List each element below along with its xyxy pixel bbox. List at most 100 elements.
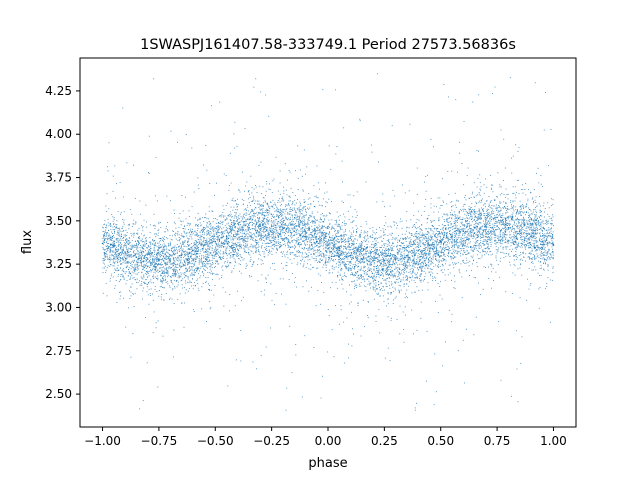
data-point — [275, 210, 277, 212]
data-point — [432, 220, 434, 222]
data-point — [365, 272, 367, 274]
data-point — [443, 269, 445, 271]
data-point — [302, 235, 304, 237]
data-point — [358, 249, 360, 251]
data-point — [423, 237, 425, 238]
data-point — [192, 246, 194, 248]
data-point — [266, 219, 268, 220]
data-point — [303, 240, 305, 242]
data-point — [255, 230, 256, 232]
data-point — [175, 252, 177, 254]
data-point — [280, 216, 282, 217]
data-point — [401, 255, 403, 257]
data-point — [179, 259, 181, 261]
data-point — [517, 210, 519, 212]
data-point — [504, 242, 506, 243]
data-point — [251, 237, 253, 239]
data-point — [450, 258, 452, 260]
data-point — [462, 242, 464, 244]
data-point — [193, 271, 195, 273]
data-point — [345, 243, 347, 245]
data-point — [384, 357, 386, 359]
data-point — [459, 226, 461, 228]
data-point — [231, 244, 232, 246]
data-point — [495, 206, 497, 208]
data-point — [490, 174, 492, 176]
data-point — [162, 248, 164, 250]
data-point — [300, 220, 301, 222]
data-point — [225, 175, 227, 176]
data-point — [331, 201, 333, 202]
data-point — [360, 258, 362, 259]
data-point — [140, 252, 142, 254]
data-point — [513, 244, 515, 245]
data-point — [506, 210, 507, 212]
data-point — [285, 230, 287, 232]
data-point — [175, 273, 177, 274]
data-point — [387, 259, 388, 261]
data-point — [232, 199, 233, 201]
data-point — [473, 260, 475, 262]
data-point — [166, 251, 168, 253]
data-point — [292, 227, 294, 229]
data-point — [449, 231, 450, 233]
data-point — [138, 268, 140, 270]
data-point — [149, 263, 151, 265]
data-point — [406, 265, 408, 267]
data-point — [266, 219, 268, 221]
data-point — [413, 254, 415, 256]
data-point — [505, 291, 507, 293]
data-point — [268, 246, 270, 247]
data-point — [193, 263, 195, 265]
data-point — [152, 252, 154, 254]
data-point — [410, 251, 412, 253]
data-point — [207, 271, 209, 273]
data-point — [463, 204, 465, 205]
data-point — [322, 245, 324, 247]
data-point — [459, 234, 461, 236]
data-point — [261, 274, 263, 276]
data-point — [548, 241, 550, 243]
data-point — [469, 246, 471, 248]
data-point — [350, 232, 352, 234]
data-point — [104, 253, 106, 254]
data-point — [262, 218, 264, 220]
data-point — [257, 234, 259, 236]
data-point — [383, 243, 385, 245]
data-point — [298, 222, 300, 224]
data-point — [268, 214, 269, 216]
data-point — [418, 252, 420, 254]
data-point — [214, 285, 216, 286]
data-point — [220, 246, 222, 248]
data-point — [229, 230, 231, 232]
data-point — [303, 246, 305, 248]
data-point — [216, 231, 218, 233]
data-point — [163, 243, 165, 245]
data-point — [114, 165, 116, 167]
data-point — [264, 201, 266, 203]
data-point — [337, 255, 339, 257]
data-point — [329, 213, 331, 214]
data-point — [108, 234, 110, 236]
data-point — [412, 251, 413, 253]
data-point — [300, 229, 302, 231]
data-point — [195, 284, 197, 286]
data-point — [318, 204, 320, 206]
data-point — [415, 277, 417, 279]
data-point — [539, 212, 541, 213]
data-point — [103, 259, 105, 261]
data-point — [520, 214, 522, 216]
data-point — [284, 213, 286, 215]
data-point — [455, 232, 457, 234]
data-point — [467, 239, 469, 241]
data-point — [462, 233, 464, 235]
data-point — [534, 246, 535, 248]
data-point — [158, 263, 159, 264]
data-point — [524, 239, 526, 241]
data-point — [326, 251, 328, 253]
data-point — [287, 241, 289, 243]
data-point — [489, 251, 491, 253]
data-point — [307, 237, 309, 239]
data-point — [368, 261, 370, 263]
data-point — [205, 251, 207, 252]
